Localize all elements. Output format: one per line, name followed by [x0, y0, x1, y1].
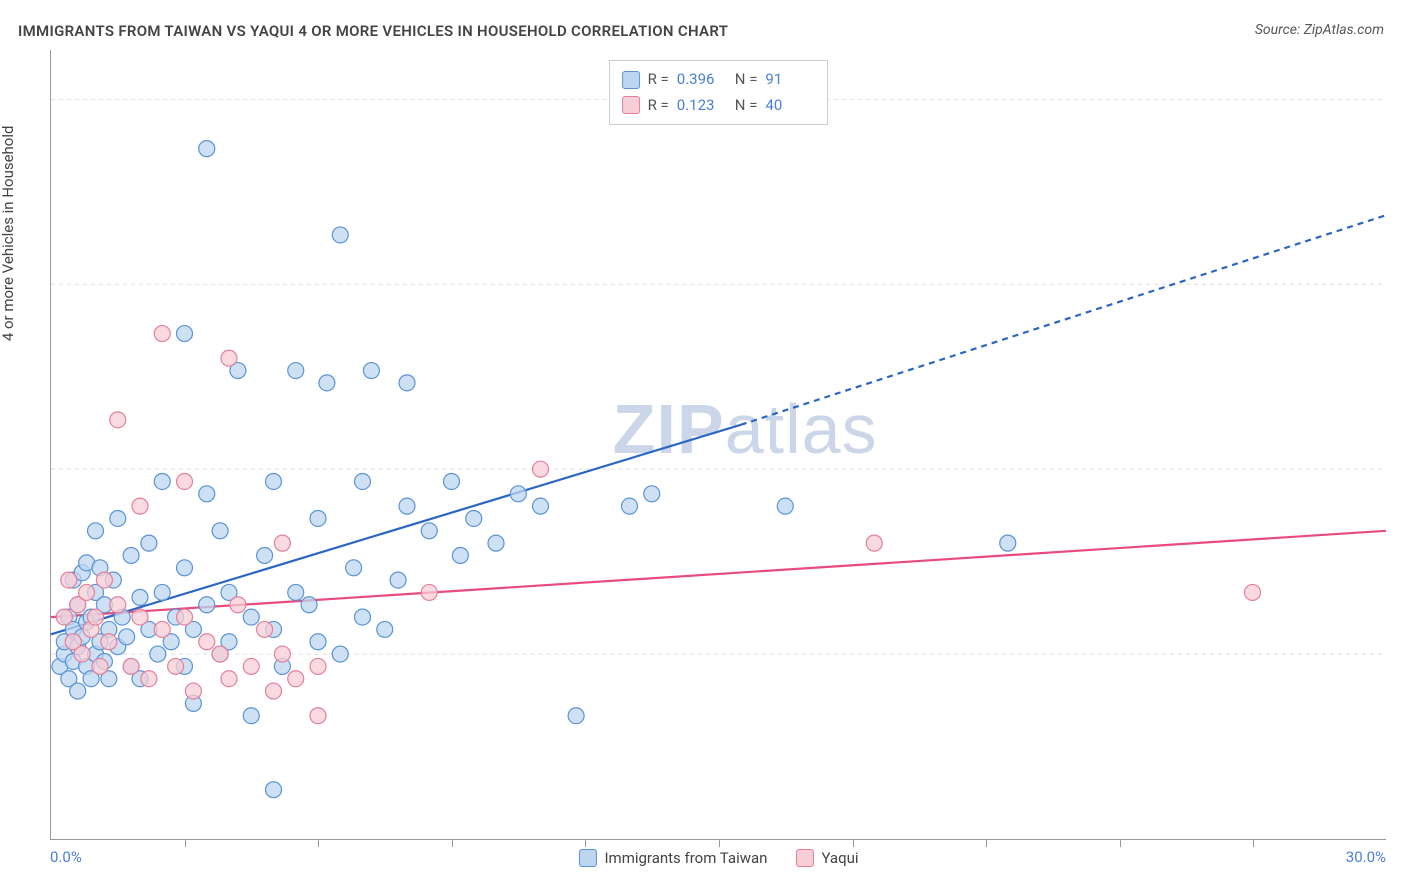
x-tick — [318, 839, 319, 847]
legend-stats-row-yaqui: R = 0.123 N = 40 — [622, 93, 816, 119]
series-label-taiwan: Immigrants from Taiwan — [604, 849, 767, 867]
n-label: N = — [735, 93, 758, 119]
legend-stats-box: R = 0.396 N = 91 R = 0.123 N = 40 — [609, 60, 829, 125]
x-tick — [185, 839, 186, 847]
series-label-yaqui: Yaqui — [821, 849, 858, 867]
n-value-yaqui: 40 — [765, 93, 815, 119]
x-tick — [853, 839, 854, 847]
x-tick — [452, 839, 453, 847]
y-tick-label: 30.0% — [1391, 90, 1406, 108]
swatch-yaqui — [622, 96, 640, 114]
r-value-yaqui: 0.123 — [677, 93, 727, 119]
r-value-taiwan: 0.396 — [677, 67, 727, 93]
chart-title: IMMIGRANTS FROM TAIWAN VS YAQUI 4 OR MOR… — [18, 22, 728, 40]
n-label: N = — [735, 67, 758, 93]
x-tick — [719, 839, 720, 847]
swatch-taiwan — [578, 849, 596, 867]
x-axis-min-label: 0.0% — [50, 848, 82, 866]
scatter-plot-area: ZIPatlas 7.5%15.0%22.5%30.0% R = 0.396 N… — [50, 50, 1386, 840]
n-value-taiwan: 91 — [765, 67, 815, 93]
source-attribution: Source: ZipAtlas.com — [1255, 22, 1384, 38]
y-tick-label: 15.0% — [1391, 461, 1406, 479]
x-axis-max-label: 30.0% — [1346, 848, 1386, 866]
legend-item-taiwan: Immigrants from Taiwan — [578, 849, 767, 867]
swatch-taiwan — [622, 71, 640, 89]
x-tick — [585, 839, 586, 847]
r-label: R = — [648, 67, 669, 93]
legend-series: Immigrants from Taiwan Yaqui — [578, 849, 858, 867]
r-label: R = — [648, 93, 669, 119]
x-tick — [1120, 839, 1121, 847]
legend-item-yaqui: Yaqui — [795, 849, 858, 867]
x-tick — [1253, 839, 1254, 847]
y-tick-label: 7.5% — [1391, 646, 1406, 664]
y-axis-label: 4 or more Vehicles in Household — [0, 126, 17, 342]
plot-svg — [51, 50, 1386, 839]
swatch-yaqui — [795, 849, 813, 867]
legend-stats-row-taiwan: R = 0.396 N = 91 — [622, 67, 816, 93]
y-tick-label: 22.5% — [1391, 276, 1406, 294]
x-tick — [986, 839, 987, 847]
